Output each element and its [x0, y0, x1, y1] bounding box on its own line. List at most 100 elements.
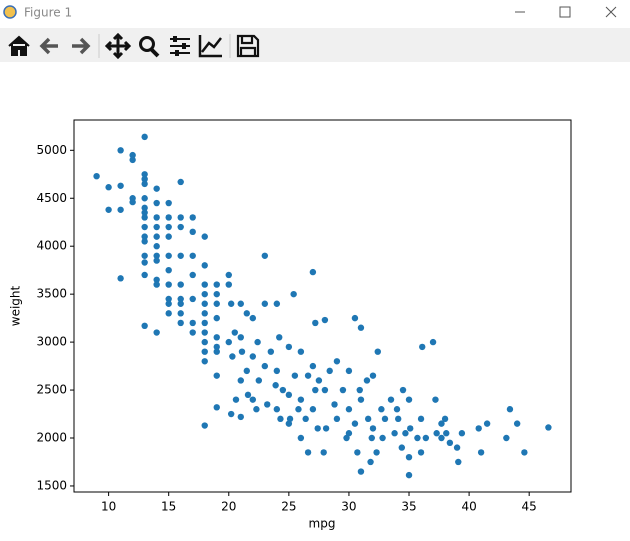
zoom-button[interactable] — [139, 36, 155, 52]
point — [153, 214, 160, 221]
point — [309, 268, 317, 276]
point — [141, 271, 148, 279]
forward-button[interactable] — [72, 37, 91, 55]
point — [331, 401, 338, 408]
point — [417, 449, 425, 456]
point — [277, 415, 284, 423]
point — [177, 295, 184, 303]
point — [141, 133, 148, 141]
y-tick-label: 3500 — [36, 287, 67, 301]
point — [141, 204, 148, 212]
point — [321, 386, 329, 394]
point — [177, 300, 184, 307]
x-tick-label: 25 — [281, 500, 296, 514]
close-button[interactable] — [605, 6, 617, 18]
point — [483, 420, 491, 427]
point — [506, 406, 514, 413]
point — [395, 415, 402, 423]
point — [273, 300, 281, 307]
pan-button[interactable] — [104, 32, 132, 60]
point — [141, 214, 148, 221]
point — [475, 425, 482, 432]
point — [237, 377, 244, 384]
point — [545, 424, 552, 431]
point — [326, 367, 333, 375]
point — [322, 425, 330, 432]
point — [345, 367, 353, 375]
point — [201, 262, 208, 269]
point — [229, 353, 236, 360]
app-icon — [3, 5, 17, 19]
point — [117, 275, 124, 282]
point — [165, 223, 172, 231]
point — [369, 372, 377, 379]
point — [153, 233, 160, 240]
point — [213, 348, 220, 355]
point — [141, 180, 148, 188]
point — [354, 449, 361, 456]
x-tick-label: 45 — [522, 500, 537, 514]
point — [345, 430, 353, 437]
point — [455, 458, 462, 466]
point — [446, 439, 454, 447]
point — [201, 319, 208, 327]
y-tick-label: 4500 — [36, 191, 67, 205]
point — [255, 377, 263, 384]
point — [177, 319, 184, 327]
point — [261, 252, 269, 259]
point — [304, 372, 312, 379]
point — [165, 300, 172, 307]
point — [261, 362, 269, 370]
axes-frame — [73, 119, 572, 493]
point — [165, 233, 172, 240]
point — [227, 410, 235, 418]
point — [117, 182, 124, 189]
point — [244, 391, 252, 399]
point — [367, 458, 374, 466]
plot-area: 10 15 20 25 30 35 40 45 1500 2000 2500 3000 3500 4000… — [36, 119, 572, 514]
point — [243, 310, 250, 317]
point — [201, 300, 208, 307]
point — [295, 406, 302, 413]
point — [189, 271, 196, 279]
point — [261, 300, 269, 307]
maximize-button[interactable] — [559, 6, 571, 18]
edit-axes-button[interactable] — [198, 35, 222, 58]
back-button[interactable] — [39, 37, 58, 55]
home-button[interactable] — [8, 35, 30, 56]
point — [213, 404, 220, 411]
x-tick-label: 10 — [101, 500, 116, 514]
x-tick-label: 20 — [221, 500, 236, 514]
point — [405, 396, 413, 403]
point — [357, 468, 365, 475]
point — [417, 415, 425, 423]
x-tick-label: 30 — [341, 500, 356, 514]
point — [249, 353, 257, 360]
point — [141, 209, 148, 216]
point — [165, 252, 172, 259]
y-tick-label: 2000 — [36, 431, 67, 445]
point — [414, 434, 421, 442]
point — [339, 386, 347, 394]
toolbar — [0, 28, 630, 62]
point — [153, 199, 160, 207]
point — [315, 377, 323, 384]
point — [225, 281, 232, 288]
point — [213, 281, 220, 288]
point — [443, 430, 450, 437]
point — [320, 449, 327, 456]
canvas — [0, 62, 630, 541]
point — [213, 343, 220, 351]
point — [153, 257, 160, 264]
point — [441, 415, 449, 423]
point — [189, 329, 196, 336]
point — [302, 415, 309, 423]
save-button[interactable] — [236, 34, 260, 58]
point — [189, 252, 196, 259]
point — [237, 334, 244, 341]
point — [231, 329, 238, 336]
point — [165, 266, 172, 274]
point — [225, 338, 232, 346]
point — [254, 338, 261, 346]
